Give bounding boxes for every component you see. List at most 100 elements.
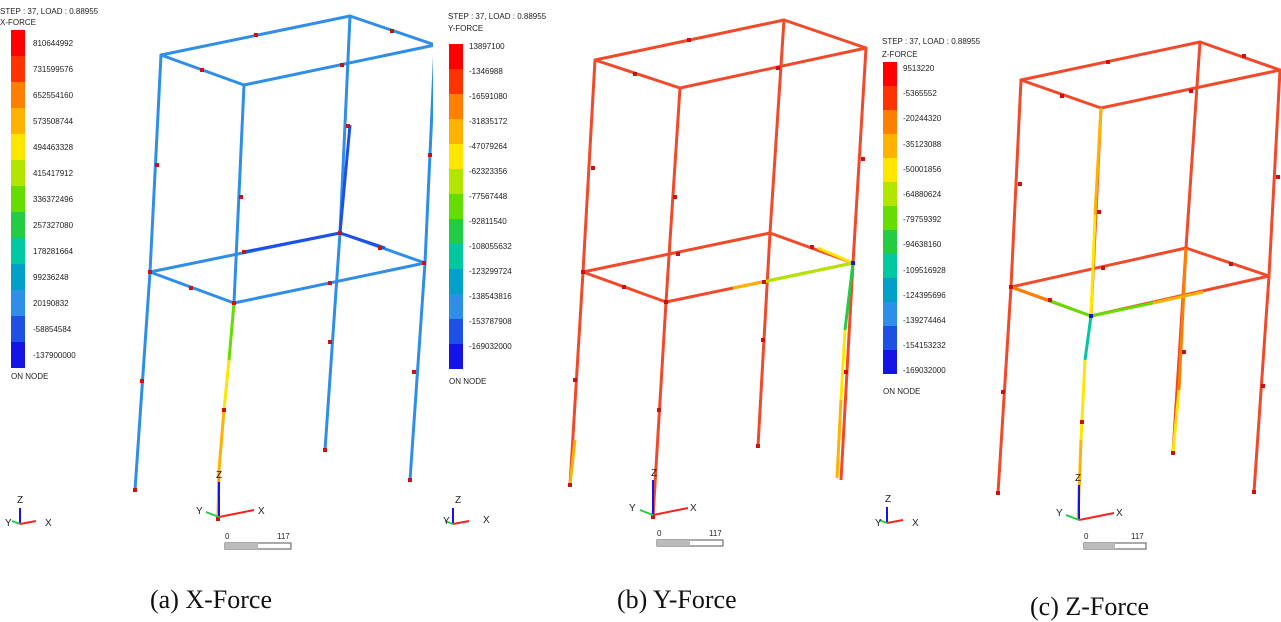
node-marker-blue (851, 261, 855, 265)
frame-members (133, 14, 433, 492)
member-gradient (1079, 359, 1087, 441)
svg-text:X: X (45, 518, 52, 529)
scale-bar (1083, 542, 1147, 550)
member-gradient (835, 399, 843, 479)
panel-x-force: STEP : 37, LOAD : 0.88955 X-FORCE 810644… (0, 0, 433, 621)
legend-swatch (883, 278, 897, 302)
member-high-force (243, 231, 341, 254)
legend-swatch (11, 30, 25, 56)
scale-max: 117 (1131, 532, 1144, 541)
legend-value: 99236248 (33, 273, 69, 282)
member-gradient (843, 262, 855, 331)
node-markers (568, 38, 865, 519)
svg-text:Z: Z (651, 468, 657, 479)
step-load-text: STEP : 37, LOAD : 0.88955 (882, 37, 981, 46)
legend-swatch (11, 186, 25, 212)
member-gradient (1152, 290, 1204, 305)
legend-swatch (449, 44, 463, 69)
member-gradient (817, 246, 854, 265)
axis-triad-small: Z X Y (443, 495, 490, 527)
legend-swatch (883, 302, 897, 326)
svg-text:Y: Y (443, 516, 450, 527)
legend-swatch (883, 110, 897, 134)
legend-value: 494463328 (33, 143, 74, 152)
member-gradient (1010, 285, 1049, 302)
legend-swatch (449, 119, 463, 144)
axis-triad-small: Z X Y (5, 495, 52, 529)
svg-text:X: X (690, 503, 697, 514)
node-markers (996, 54, 1280, 495)
member-gradient (1090, 301, 1154, 318)
legend-value: -64880624 (903, 190, 942, 199)
legend-value: 573508744 (33, 117, 74, 126)
legend-swatch (883, 62, 897, 86)
svg-text:Y: Y (1056, 508, 1063, 519)
member-gradient (732, 280, 764, 290)
axis-triad-large: Z X Y (629, 468, 697, 516)
legend-value: -47079264 (469, 142, 508, 151)
legend-value: -62323356 (469, 167, 508, 176)
legend-value: -35123088 (903, 140, 942, 149)
member-gradient (1047, 298, 1092, 318)
legend-swatch (449, 294, 463, 319)
scale-zero: 0 (657, 529, 662, 538)
legend-swatch (883, 230, 897, 254)
legend-swatch (11, 82, 25, 108)
legend-swatch (883, 182, 897, 206)
legend-value: -153787908 (469, 317, 512, 326)
legend-value: -50001856 (903, 165, 942, 174)
legend-value: -58854584 (33, 325, 72, 334)
frame-model: Z X Y Z X Y (5, 14, 433, 550)
member-gradient (568, 439, 577, 486)
svg-text:Y: Y (196, 506, 203, 517)
member-gradient (1083, 315, 1093, 361)
svg-text:Z: Z (1075, 473, 1081, 484)
scale-max: 117 (277, 532, 290, 541)
member-gradient (227, 302, 236, 361)
legend-value: 13897100 (469, 42, 505, 51)
legend-value: 9513220 (903, 64, 935, 73)
legend-swatch (449, 219, 463, 244)
legend-swatch (11, 108, 25, 134)
legend-footer: ON NODE (11, 372, 49, 381)
legend-swatch (449, 144, 463, 169)
legend-value: -139274464 (903, 316, 946, 325)
legend-value: 415417912 (33, 169, 74, 178)
legend-value: -124395696 (903, 291, 946, 300)
member-gradient (1093, 107, 1103, 216)
legend-swatch (449, 194, 463, 219)
legend-swatch (883, 86, 897, 110)
legend-swatch (883, 254, 897, 278)
member-gradient (1177, 247, 1188, 391)
legend-value: -138543816 (469, 292, 512, 301)
legend-value: 336372496 (33, 195, 74, 204)
svg-text:Y: Y (875, 518, 882, 529)
legend-swatch (11, 56, 25, 82)
legend-footer: ON NODE (883, 387, 921, 396)
legend-swatch (449, 319, 463, 344)
legend-value: -94638160 (903, 240, 942, 249)
legend-value: -108055632 (469, 242, 512, 251)
member-gradient (762, 261, 854, 284)
legend-swatch (449, 244, 463, 269)
legend-value: 257327080 (33, 221, 74, 230)
legend-swatch (449, 69, 463, 94)
legend-swatch (883, 326, 897, 350)
legend-value: -169032000 (469, 342, 512, 351)
legend-value: -79759392 (903, 215, 942, 224)
svg-text:X: X (483, 515, 490, 526)
member-gradient (1089, 214, 1097, 317)
svg-text:Z: Z (17, 495, 23, 506)
legend-value: -5365552 (903, 89, 937, 98)
node-markers (133, 29, 432, 521)
panel-y-force: STEP : 37, LOAD : 0.88955 Y-FORCE 138971… (433, 0, 873, 621)
svg-text:X: X (1116, 508, 1123, 519)
color-legend (883, 62, 897, 374)
legend-swatch (11, 134, 25, 160)
scale-bar (224, 542, 292, 550)
scale-zero: 0 (1084, 532, 1089, 541)
frame-model: Z X Y Z X Y (443, 18, 868, 547)
legend-value: -169032000 (903, 366, 946, 375)
svg-text:X: X (912, 518, 919, 529)
legend-value: -31835172 (469, 117, 508, 126)
